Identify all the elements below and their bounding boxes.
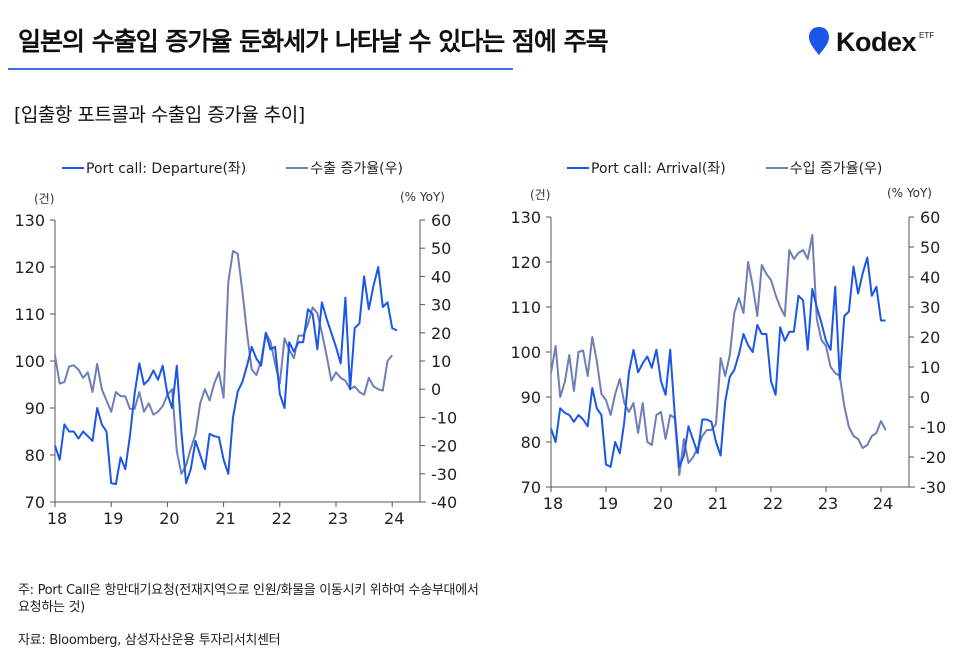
- right-tick-label: -30: [920, 478, 946, 497]
- left-tick-label: 100: [510, 343, 541, 362]
- right-tick-label: -30: [431, 465, 457, 484]
- x-tick-label: 21: [708, 494, 728, 513]
- right-tick-label: 40: [920, 268, 940, 287]
- right-tick-label: -10: [920, 418, 946, 437]
- right-tick-label: 10: [920, 358, 940, 377]
- legend-label-arrival: Port call: Arrival(좌): [591, 161, 726, 177]
- left-tick-label: 90: [25, 399, 45, 418]
- right-tick-label: 10: [431, 352, 451, 371]
- left-tick-label: 70: [25, 493, 45, 512]
- right-tick-label: 30: [920, 298, 940, 317]
- legend-swatch-departure: [62, 167, 84, 169]
- footnote-line-2: 요청하는 것): [18, 600, 85, 615]
- legend-label-import: 수입 증가율(우): [789, 161, 883, 177]
- right-tick-label: 60: [431, 211, 451, 230]
- page-title: 일본의 수출입 증가율 둔화세가 나타날 수 있다는 점에 주목: [18, 27, 609, 56]
- right-tick-label: 0: [431, 380, 441, 399]
- right-tick-label: 20: [431, 324, 451, 343]
- x-tick-label: 22: [272, 509, 292, 528]
- right-tick-label: 50: [920, 238, 940, 257]
- legend-label-departure: Port call: Departure(좌): [86, 161, 247, 177]
- left-tick-label: 80: [25, 446, 45, 465]
- left-tick-label: 130: [14, 211, 45, 230]
- x-tick-label: 18: [543, 494, 563, 513]
- legend-right: Port call: Arrival(좌) 수입 증가율(우): [567, 158, 882, 178]
- right-tick-label: 40: [431, 267, 451, 286]
- location-pin-icon: [809, 27, 829, 55]
- footnote-line-1: 주: Port Call은 항만대기요청(전재지역으로 인원/화물을 이동시키 …: [18, 583, 479, 598]
- right-chart-right-unit: (% YoY): [887, 186, 932, 200]
- arrival-import-chart: 70 80 90 100 110 120 130 -30 -20 -10 0 10 20 30 40 50 60…: [510, 208, 946, 513]
- x-tick-label: 20: [159, 509, 179, 528]
- right-tick-label: 0: [920, 388, 930, 407]
- left-tick-label: 70: [521, 478, 541, 497]
- left-tick-label: 100: [14, 352, 45, 371]
- left-tick-label: 130: [510, 208, 541, 227]
- left-tick-label: 80: [521, 433, 541, 452]
- departure-line: [54, 266, 398, 486]
- x-tick-label: 19: [103, 509, 123, 528]
- arrival-line: [550, 256, 886, 468]
- footnote-source: 자료: Bloomberg, 삼성자산운용 투자리서치센터: [18, 633, 281, 648]
- left-chart-right-unit: (% YoY): [400, 190, 445, 204]
- footnote-note: 주: Port Call은 항만대기요청(전재지역으로 인원/화물을 이동시키 …: [18, 582, 479, 616]
- departure-export-chart: 70 80 90 100 110 120 130 -40 -30 -20 -10 0 10 20 30 40 5…: [14, 211, 457, 528]
- x-tick-label: 23: [328, 509, 348, 528]
- x-tick-label: 20: [653, 494, 673, 513]
- logo-text: Kodex: [836, 27, 917, 57]
- legend-swatch-export: [286, 167, 309, 169]
- left-tick-label: 110: [510, 298, 541, 317]
- left-tick-label: 120: [510, 253, 541, 272]
- left-tick-label: 120: [14, 258, 45, 277]
- right-tick-label: -20: [431, 437, 457, 456]
- x-tick-label: 24: [873, 494, 893, 513]
- x-tick-label: 18: [47, 509, 67, 528]
- x-tick-label: 19: [598, 494, 618, 513]
- right-tick-label: -40: [431, 493, 457, 512]
- right-tick-label: -10: [431, 408, 457, 427]
- import-growth-line: [550, 234, 887, 476]
- x-tick-label: 23: [818, 494, 838, 513]
- x-tick-label: 21: [215, 509, 235, 528]
- right-tick-label: 60: [920, 208, 940, 227]
- kodex-logo: Kodex ETF: [808, 26, 934, 56]
- left-tick-label: 90: [521, 388, 541, 407]
- legend-swatch-import: [765, 167, 788, 169]
- chart-subtitle: [입출항 포트콜과 수출입 증가율 추이]: [14, 104, 305, 126]
- right-chart-left-unit: (건): [530, 188, 551, 202]
- right-tick-label: 50: [431, 239, 451, 258]
- legend-swatch-arrival: [567, 167, 589, 169]
- right-tick-label: -20: [920, 448, 946, 467]
- header-divider-full: [8, 68, 511, 70]
- right-tick-label: 20: [920, 328, 940, 347]
- legend-label-export: 수출 증가율(우): [310, 161, 403, 177]
- x-tick-label: 24: [384, 509, 404, 528]
- logo-suffix: ETF: [919, 31, 935, 40]
- left-chart-left-unit: (건): [34, 192, 55, 206]
- right-tick-label: 30: [431, 296, 451, 315]
- left-tick-label: 110: [14, 305, 45, 324]
- legend-left: Port call: Departure(좌) 수출 증가율(우): [62, 158, 403, 178]
- export-growth-line: [54, 250, 393, 475]
- x-tick-label: 22: [763, 494, 783, 513]
